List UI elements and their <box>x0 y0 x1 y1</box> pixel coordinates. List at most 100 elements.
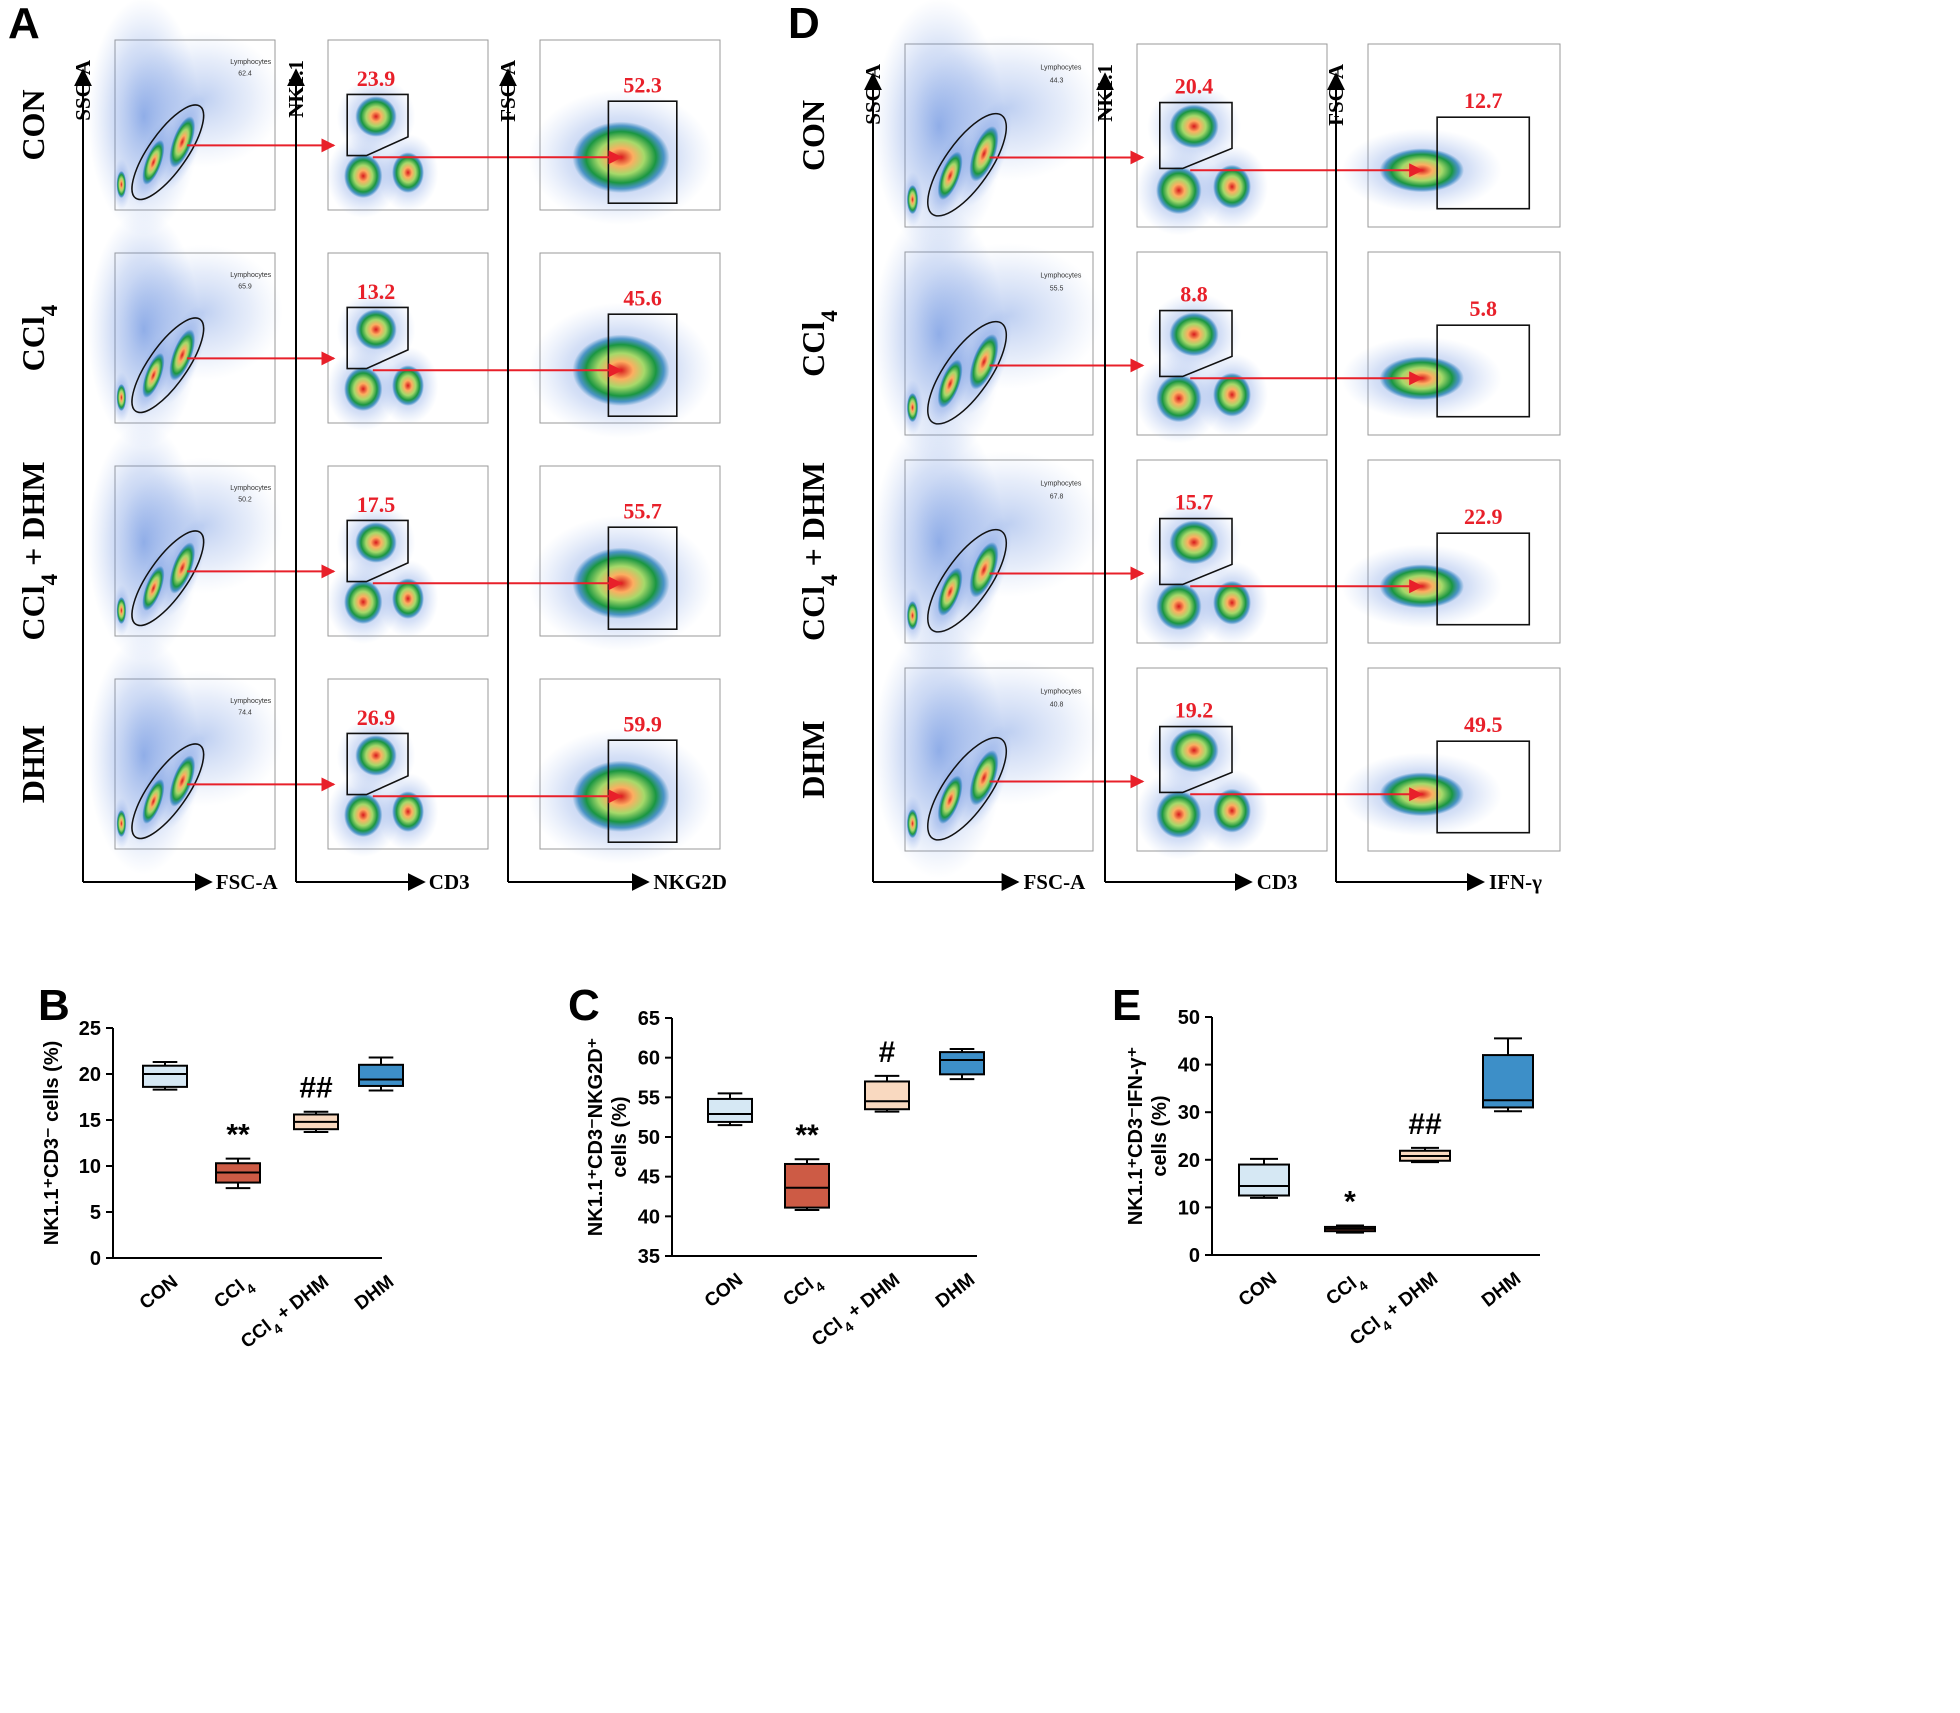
gate-percent: 50.2 <box>238 497 252 504</box>
ccl-text: CCl <box>795 322 831 377</box>
lymph-pop <box>169 116 196 168</box>
marker-gate <box>1436 740 1531 834</box>
y-tick-label: 10 <box>1178 1197 1200 1219</box>
group-label: DHM <box>15 725 51 803</box>
lymph-pop <box>142 352 165 398</box>
label-text: CON <box>136 1271 182 1314</box>
lymphocyte-gate <box>927 736 1008 841</box>
nk-gate <box>346 306 409 370</box>
category-label: DHM <box>351 1271 398 1314</box>
nk-percent: 15.7 <box>1175 489 1214 514</box>
lymphocyte-gate <box>131 317 205 414</box>
marker-gate <box>1436 116 1531 210</box>
lymph-pop <box>169 542 196 594</box>
ccl-text: CCl <box>795 586 831 641</box>
box-3 <box>939 1051 985 1076</box>
lymph-pop <box>169 755 196 807</box>
y-axis-label: NK1.1⁺CD3⁻ cells (%) <box>41 1041 63 1246</box>
nk-percent: 13.2 <box>357 279 396 304</box>
lymph-pop <box>969 126 999 182</box>
label-text: + DHM <box>795 462 831 574</box>
gate-percent: 40.8 <box>1050 701 1064 708</box>
category-label: CON <box>701 1269 747 1312</box>
label-text: DHM <box>795 720 831 798</box>
marker-percent: 49.5 <box>1464 712 1503 737</box>
y-tick-label: 5 <box>90 1202 101 1224</box>
cd3pos-pop <box>1213 580 1251 625</box>
x-axis-label: CD3 <box>1257 870 1298 894</box>
nk-pop <box>1169 104 1219 149</box>
y-tick-label: 40 <box>1178 1055 1200 1077</box>
group-label: CON <box>795 100 831 171</box>
cd3neg-pop <box>1156 790 1202 839</box>
nk-percent: 8.8 <box>1180 281 1208 306</box>
gate-name: Lymphocytes <box>1040 689 1081 696</box>
ccl-text: CCl <box>15 585 51 640</box>
box-3 <box>1482 1054 1534 1109</box>
gate-name: Lymphocytes <box>1040 273 1081 280</box>
ccl-text: CCl <box>210 1276 249 1313</box>
significance-marker: * <box>1344 1185 1356 1218</box>
nk-percent: 17.5 <box>357 492 396 517</box>
cd3neg-pop <box>1156 374 1202 423</box>
nk-pop <box>1169 520 1219 565</box>
lymph-pop <box>937 359 963 409</box>
cd3neg-pop <box>1156 166 1202 215</box>
cd3neg-pop <box>344 792 383 838</box>
category-label: CON <box>1235 1268 1281 1311</box>
marker-gate <box>1436 324 1531 418</box>
box-0 <box>1238 1163 1290 1197</box>
lymph-pop <box>969 750 999 806</box>
category-label: CON <box>136 1271 182 1314</box>
ccl-text: CCl <box>808 1314 847 1351</box>
y-axis-label-line2: cells (%) <box>609 1096 631 1177</box>
label-text: + DHM <box>1378 1268 1442 1325</box>
cd3pos-pop <box>392 791 424 832</box>
debris-pop <box>906 808 919 839</box>
ccl-text: CCl <box>1346 1313 1385 1350</box>
box-0 <box>142 1064 188 1088</box>
debris-pop <box>116 170 127 199</box>
y-axis-label-line2: cells (%) <box>1149 1095 1171 1176</box>
gate-name: Lymphocytes <box>230 272 271 279</box>
category-label: DHM <box>1478 1268 1525 1311</box>
y-axis-label: SSC-A <box>861 63 885 125</box>
nk-gate <box>346 93 409 157</box>
lymph-pop <box>937 775 963 825</box>
debris-pop <box>906 600 919 631</box>
label-text: CON <box>701 1269 747 1312</box>
debris-pop <box>116 809 127 838</box>
chart-C: 35 40 45 50 55 60 65 NK1.1⁺CD3⁻NKG2D⁺ cells (%) *… <box>585 1008 985 1351</box>
lymph-pop <box>969 334 999 390</box>
chart-E: 0 10 20 30 40 50 NK1.1⁺CD3⁻IFN-γ⁺ cells (%) * ## C… <box>1125 1007 1540 1350</box>
lymph-pop <box>142 778 165 824</box>
y-axis-label: FSC-A <box>1324 63 1348 126</box>
debris-pop <box>116 596 127 625</box>
cd3pos-pop <box>1213 164 1251 209</box>
category-label: CCl4 <box>210 1271 258 1317</box>
box-0 <box>707 1097 753 1123</box>
group-label: CCl4 <box>795 310 842 377</box>
significance-marker: ## <box>1408 1108 1442 1141</box>
subscript-4: 4 <box>36 304 62 316</box>
y-tick-label: 30 <box>1178 1102 1200 1124</box>
nk-gate <box>1159 101 1233 170</box>
y-tick-label: 0 <box>1189 1245 1200 1267</box>
box-1 <box>784 1162 830 1209</box>
nk-pop <box>355 735 397 776</box>
nk-pop <box>355 309 397 350</box>
marker-percent: 55.7 <box>623 499 662 524</box>
nk-gate <box>1159 725 1233 794</box>
x-axis-label: CD3 <box>429 870 470 894</box>
label-text: CON <box>1235 1268 1281 1311</box>
marker-percent: 12.7 <box>1464 88 1503 113</box>
cd3pos-pop <box>1213 788 1251 833</box>
x-axis-label: NKG2D <box>653 870 727 894</box>
ccl-text: CCl <box>779 1274 818 1311</box>
group-label: CCl4 <box>15 304 62 371</box>
panel-label-c: C <box>568 981 600 1030</box>
y-tick-label: 15 <box>79 1110 101 1132</box>
nk-gate <box>1159 517 1233 586</box>
significance-marker: ** <box>226 1119 250 1152</box>
label-text: CON <box>795 100 831 171</box>
